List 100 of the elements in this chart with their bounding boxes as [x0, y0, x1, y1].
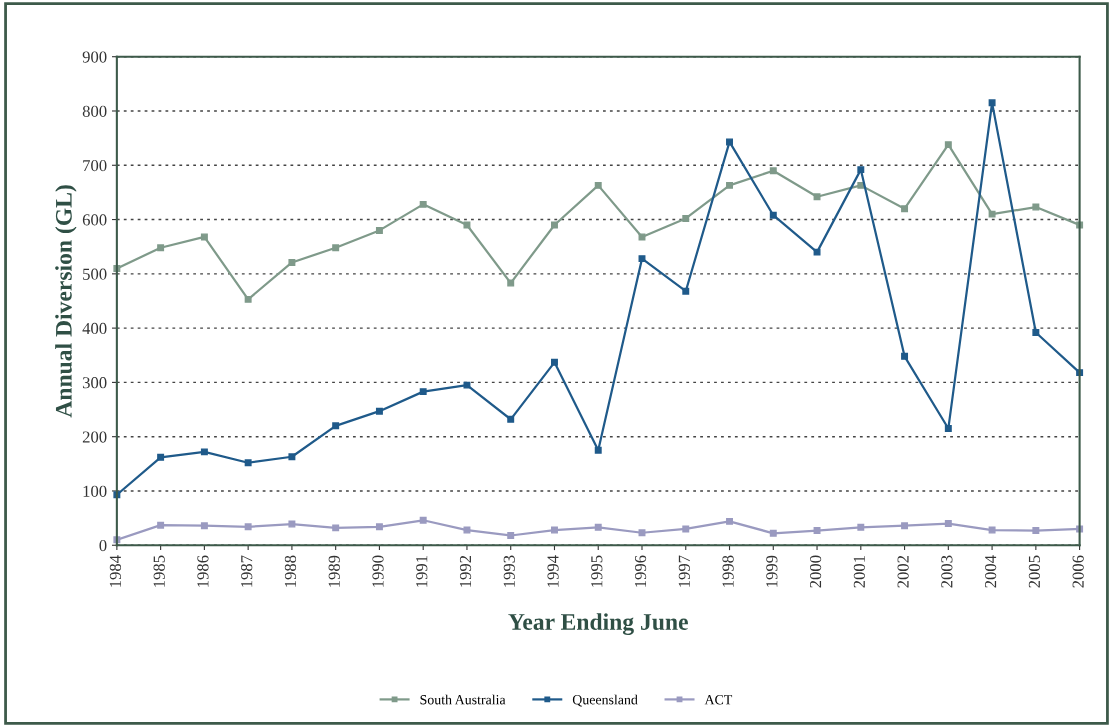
point: [419, 200, 427, 208]
x-tick-label: 1999: [766, 555, 778, 587]
point: [288, 453, 296, 461]
x-tick-label: 2004: [985, 555, 997, 588]
point: [375, 407, 383, 415]
point: [769, 167, 777, 175]
point: [813, 248, 821, 256]
point: [594, 523, 602, 531]
point: [857, 523, 865, 531]
point: [682, 525, 690, 533]
legend-label: South Australia: [420, 694, 506, 705]
x-tick-label: 1989: [328, 555, 340, 587]
x-tick-label: 1998: [722, 555, 734, 587]
point: [200, 233, 208, 241]
point: [594, 446, 602, 454]
point: [988, 210, 996, 218]
y-tick-label: 200: [82, 431, 107, 443]
point: [638, 529, 646, 537]
point: [463, 221, 471, 229]
x-tick-label: 1987: [241, 555, 253, 587]
x-tick-label: 1990: [372, 555, 384, 587]
point: [200, 522, 208, 530]
x-tick-label: 2000: [809, 555, 822, 588]
point: [813, 527, 821, 535]
point: [901, 522, 909, 530]
point: [375, 523, 383, 531]
legend-label: ACT: [704, 695, 733, 705]
legend-label: Queensland: [572, 694, 638, 707]
x-tick-label: 1984: [109, 555, 122, 587]
x-tick-label: 1985: [153, 555, 165, 587]
point: [726, 517, 733, 525]
point: [200, 448, 208, 456]
point: [682, 214, 690, 222]
point: [375, 226, 383, 234]
point: [944, 520, 952, 528]
point: [332, 524, 340, 532]
point: [1032, 527, 1040, 535]
point: [551, 221, 558, 229]
x-tick-label: 1995: [591, 555, 603, 587]
x-tick-label: 2003: [941, 555, 953, 588]
point: [726, 181, 733, 189]
point: [769, 529, 777, 537]
x-tick-label: 1994: [547, 555, 559, 587]
point: [244, 523, 252, 531]
point: [157, 453, 165, 461]
x-tick-label: 1993: [503, 555, 515, 587]
x-tick-label: 2002: [897, 555, 909, 588]
y-tick-label: 300: [82, 377, 107, 389]
point: [1032, 203, 1040, 211]
point: [332, 244, 340, 252]
point: [1032, 328, 1040, 336]
y-axis-title: Annual Diversion (GL): [55, 185, 77, 418]
point: [857, 166, 865, 174]
y-tick-label: 100: [83, 485, 107, 497]
x-tick-label: 1986: [197, 555, 209, 587]
x-tick-label: 1988: [284, 555, 297, 587]
x-axis-title: Year Ending June: [508, 613, 688, 635]
point: [726, 138, 733, 146]
point: [463, 381, 471, 389]
point: [901, 352, 909, 360]
point: [463, 526, 471, 534]
point: [157, 521, 165, 529]
point: [813, 193, 821, 201]
y-tick-label: 600: [82, 214, 107, 226]
point: [551, 526, 558, 534]
x-tick-label: 1992: [459, 555, 472, 587]
point: [988, 99, 996, 107]
point: [507, 415, 515, 423]
point: [288, 520, 296, 528]
point: [157, 244, 165, 252]
point: [944, 425, 952, 433]
y-tick-label: 900: [82, 51, 107, 63]
point: [638, 255, 646, 263]
point: [244, 295, 252, 303]
x-tick-label: 2006: [1072, 555, 1084, 588]
point: [507, 532, 515, 539]
x-tick-label: 1997: [678, 555, 690, 587]
point: [988, 526, 996, 534]
x-tick-label: 1991: [416, 555, 428, 587]
x-tick-label: 2001: [853, 555, 865, 588]
point: [332, 422, 340, 430]
point: [682, 287, 690, 295]
x-tick-label: 2005: [1028, 555, 1041, 588]
y-tick-label: 800: [82, 105, 107, 117]
point: [419, 388, 427, 396]
point: [244, 459, 252, 467]
point: [507, 279, 515, 287]
y-tick-label: 700: [83, 159, 107, 172]
point: [288, 258, 296, 266]
point: [594, 181, 602, 189]
y-tick-label: 0: [99, 539, 107, 552]
y-tick-label: 500: [83, 268, 107, 280]
y-tick-label: 400: [82, 322, 107, 335]
point: [419, 516, 427, 524]
x-tick-label: 1996: [634, 555, 647, 587]
point: [551, 358, 558, 366]
point: [638, 233, 646, 241]
point: [769, 211, 777, 219]
point: [901, 205, 909, 213]
point: [944, 141, 952, 149]
